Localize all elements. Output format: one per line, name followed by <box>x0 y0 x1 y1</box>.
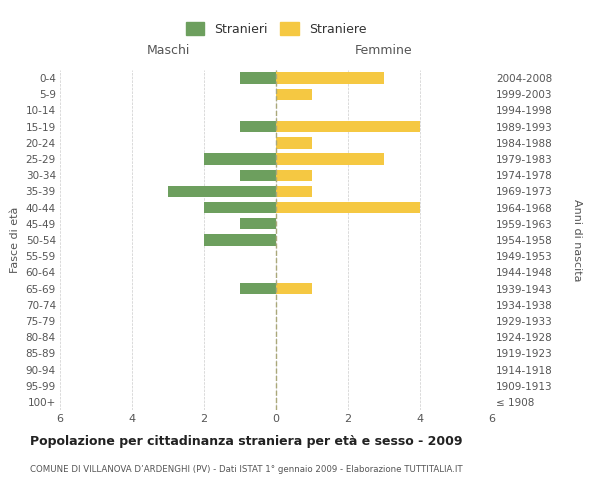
Bar <box>276 88 312 100</box>
Text: Femmine: Femmine <box>355 44 413 58</box>
Bar <box>276 72 384 84</box>
Bar <box>204 234 276 246</box>
Bar <box>204 202 276 213</box>
Bar <box>276 137 312 148</box>
Text: Popolazione per cittadinanza straniera per età e sesso - 2009: Popolazione per cittadinanza straniera p… <box>30 435 463 448</box>
Bar <box>204 154 276 164</box>
Bar <box>240 170 276 181</box>
Bar <box>276 170 312 181</box>
Bar <box>276 121 420 132</box>
Bar <box>240 72 276 84</box>
Text: Maschi: Maschi <box>146 44 190 58</box>
Legend: Stranieri, Straniere: Stranieri, Straniere <box>182 18 370 40</box>
Bar <box>240 121 276 132</box>
Y-axis label: Anni di nascita: Anni di nascita <box>572 198 583 281</box>
Bar <box>276 202 420 213</box>
Y-axis label: Fasce di età: Fasce di età <box>10 207 20 273</box>
Bar <box>276 283 312 294</box>
Bar <box>276 186 312 197</box>
Bar <box>276 154 384 164</box>
Bar <box>240 218 276 230</box>
Bar <box>168 186 276 197</box>
Bar <box>240 283 276 294</box>
Text: COMUNE DI VILLANOVA D’ARDENGHI (PV) - Dati ISTAT 1° gennaio 2009 - Elaborazione : COMUNE DI VILLANOVA D’ARDENGHI (PV) - Da… <box>30 465 463 474</box>
